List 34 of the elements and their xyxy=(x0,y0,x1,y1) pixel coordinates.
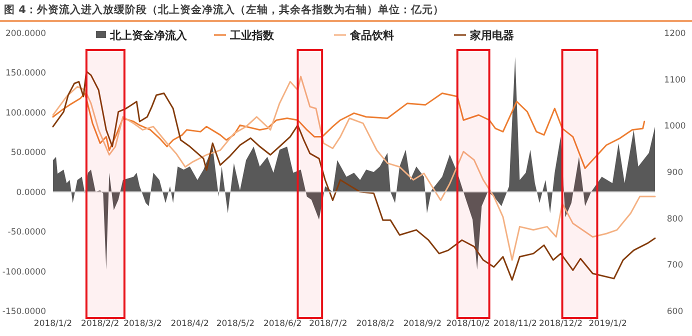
y-tick-label: -150.0000 xyxy=(2,306,46,317)
x-tick-label: 2018/3/2 xyxy=(124,319,162,329)
x-tick-label: 2018/10/2 xyxy=(446,319,490,329)
x-tick-label: 2018/7/2 xyxy=(309,319,348,329)
y2-tick-label: 800 xyxy=(666,214,684,224)
y2-tick-label: 700 xyxy=(666,260,684,271)
y-tick-label: 150.0000 xyxy=(5,68,46,79)
y-tick-label: 50.0000 xyxy=(10,148,46,158)
y2-tick-label: 900 xyxy=(666,168,684,178)
x-tick-label: 2018/4/2 xyxy=(170,319,209,329)
legend-label: 工业指数 xyxy=(229,28,275,42)
x-tick-label: 2018/9/2 xyxy=(403,319,442,329)
y2-tick-label: 1000 xyxy=(664,122,686,132)
x-tick-label: 2018/8/2 xyxy=(356,319,394,329)
x-tick-label: 2018/5/2 xyxy=(216,319,255,329)
x-tick-label: 2019/1/2 xyxy=(588,319,627,329)
y2-tick-label: 1200 xyxy=(664,28,686,39)
line-series xyxy=(52,92,646,170)
x-tick-label: 2018/6/2 xyxy=(263,319,302,329)
y-tick-label: -50.0000 xyxy=(8,228,46,238)
x-tick-label: 2018/2/2 xyxy=(81,319,120,329)
y-tick-label: -100.0000 xyxy=(2,267,46,278)
x-tick-label: 2018/12/2 xyxy=(538,319,583,329)
y-tick-label: 200.0000 xyxy=(5,28,46,39)
legend-label: 食品饮料 xyxy=(349,28,394,42)
y-tick-label: 100.0000 xyxy=(5,108,46,118)
y-tick-label: 0.0000 xyxy=(16,188,46,198)
legend-label: 北上资金净流入 xyxy=(109,28,188,42)
x-tick-label: 2018/11/2 xyxy=(493,319,537,329)
y2-tick-label: 600 xyxy=(666,306,684,317)
chart-title: 图 4：外资流入进入放缓阶段（北上资金净流入（左轴，其余各指数为右轴）单位：亿元） xyxy=(4,3,444,16)
y2-tick-label: 1100 xyxy=(664,75,686,86)
legend-label: 家用电器 xyxy=(469,28,514,42)
x-tick-label: 2018/1/2 xyxy=(34,319,72,329)
